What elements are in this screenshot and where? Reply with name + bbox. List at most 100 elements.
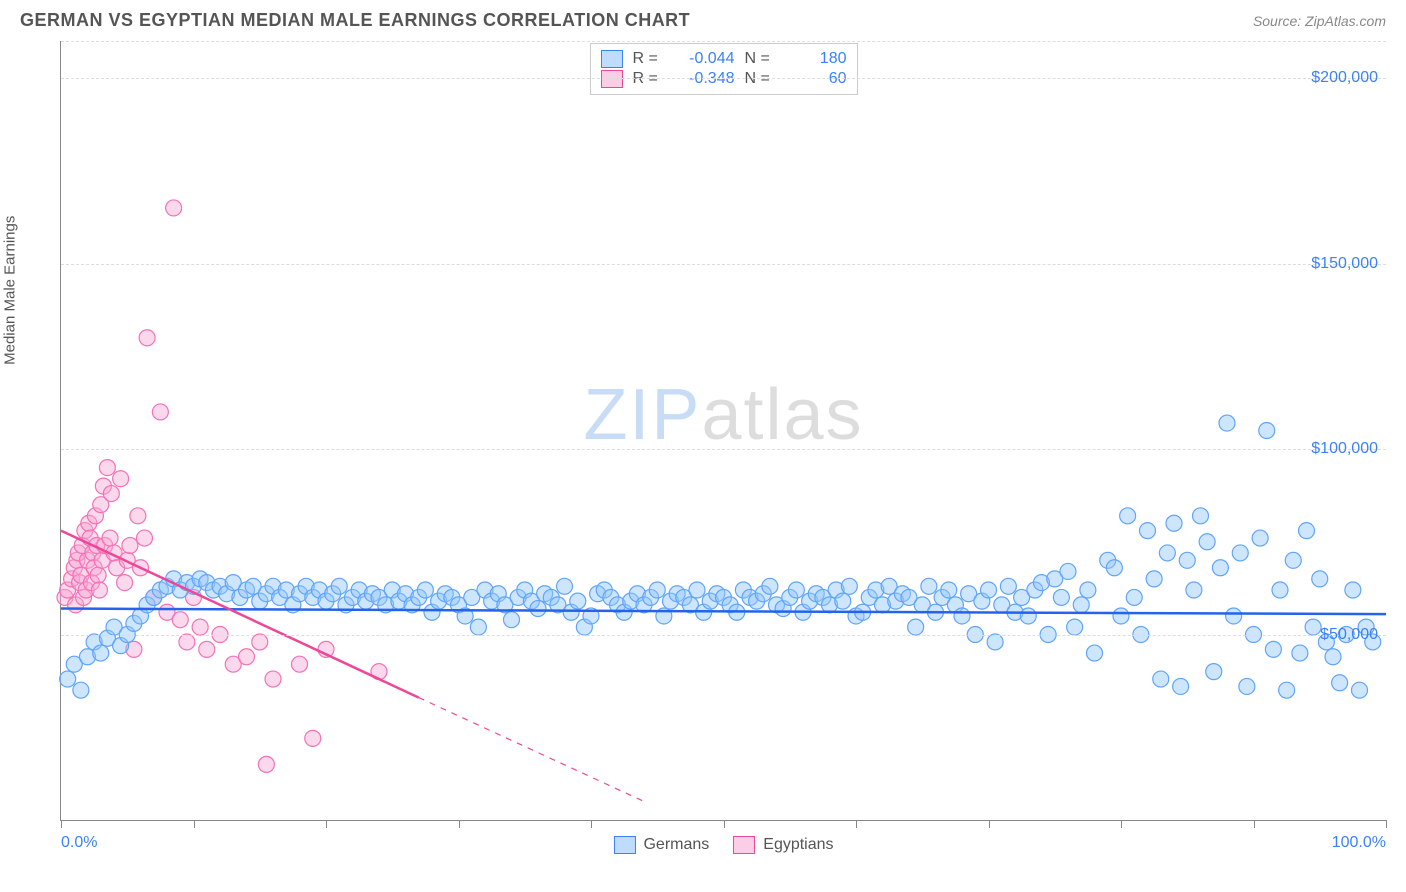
point-germans <box>762 578 778 594</box>
trend-egyptians-solid <box>61 531 419 698</box>
point-germans <box>1265 641 1281 657</box>
point-germans <box>557 578 573 594</box>
xtick <box>591 820 592 828</box>
ytick-label: $200,000 <box>1311 69 1378 87</box>
point-germans <box>1305 619 1321 635</box>
point-germans <box>1020 608 1036 624</box>
point-germans <box>908 619 924 635</box>
point-germans <box>1126 589 1142 605</box>
point-germans <box>1259 423 1275 439</box>
point-germans <box>1146 571 1162 587</box>
point-egyptians <box>91 582 107 598</box>
swatch-germans <box>613 836 635 854</box>
point-egyptians <box>122 537 138 553</box>
point-germans <box>1140 523 1156 539</box>
point-germans <box>841 578 857 594</box>
point-germans <box>1113 608 1129 624</box>
xtick <box>194 820 195 828</box>
point-germans <box>470 619 486 635</box>
point-germans <box>1299 523 1315 539</box>
point-egyptians <box>305 730 321 746</box>
point-germans <box>1272 582 1288 598</box>
xtick <box>989 820 990 828</box>
point-germans <box>981 582 997 598</box>
point-egyptians <box>252 634 268 650</box>
point-germans <box>1239 678 1255 694</box>
point-egyptians <box>117 575 133 591</box>
point-germans <box>1087 645 1103 661</box>
point-germans <box>1285 552 1301 568</box>
point-germans <box>1080 582 1096 598</box>
trend-egyptians-dash <box>419 698 644 802</box>
point-egyptians <box>139 330 155 346</box>
gridline <box>61 635 1386 636</box>
xtick <box>326 820 327 828</box>
swatch-egyptians <box>733 836 755 854</box>
point-germans <box>835 593 851 609</box>
legend-label-egyptians: Egyptians <box>763 836 833 854</box>
xtick <box>61 820 62 828</box>
point-germans <box>1179 552 1195 568</box>
point-germans <box>1312 571 1328 587</box>
ytick-label: $50,000 <box>1320 626 1378 644</box>
xtick <box>1386 820 1387 828</box>
point-germans <box>1232 545 1248 561</box>
point-germans <box>788 582 804 598</box>
point-germans <box>331 578 347 594</box>
point-egyptians <box>258 756 274 772</box>
xtick <box>1254 820 1255 828</box>
scatter-svg <box>61 41 1386 820</box>
point-germans <box>1199 534 1215 550</box>
point-egyptians <box>192 619 208 635</box>
point-egyptians <box>103 486 119 502</box>
point-egyptians <box>99 460 115 476</box>
point-egyptians <box>102 530 118 546</box>
point-egyptians <box>166 200 182 216</box>
point-germans <box>1219 415 1235 431</box>
legend-item-germans: Germans <box>613 836 709 854</box>
gridline <box>61 264 1386 265</box>
point-germans <box>649 582 665 598</box>
point-germans <box>504 612 520 628</box>
xtick <box>856 820 857 828</box>
point-germans <box>1186 582 1202 598</box>
point-germans <box>1073 597 1089 613</box>
point-germans <box>954 608 970 624</box>
point-egyptians <box>113 471 129 487</box>
legend-label-germans: Germans <box>643 836 709 854</box>
point-egyptians <box>239 649 255 665</box>
ytick-label: $100,000 <box>1311 440 1378 458</box>
point-germans <box>60 671 76 687</box>
point-germans <box>570 593 586 609</box>
ytick-label: $150,000 <box>1311 255 1378 273</box>
point-germans <box>941 582 957 598</box>
point-germans <box>1352 682 1368 698</box>
point-germans <box>1000 578 1016 594</box>
xtick <box>724 820 725 828</box>
point-egyptians <box>179 634 195 650</box>
chart-container: Median Male Earnings ZIPatlas R = -0.044… <box>20 41 1386 821</box>
gridline <box>61 41 1386 42</box>
gridline <box>61 449 1386 450</box>
point-germans <box>1067 619 1083 635</box>
point-egyptians <box>152 404 168 420</box>
point-germans <box>1193 508 1209 524</box>
point-germans <box>1206 664 1222 680</box>
point-germans <box>921 578 937 594</box>
point-germans <box>1106 560 1122 576</box>
point-germans <box>987 634 1003 650</box>
xtick-label-left: 0.0% <box>61 834 97 852</box>
point-germans <box>1153 671 1169 687</box>
chart-title: GERMAN VS EGYPTIAN MEDIAN MALE EARNINGS … <box>20 10 690 31</box>
point-germans <box>1173 678 1189 694</box>
plot-area: ZIPatlas R = -0.044 N = 180 R = -0.348 N… <box>60 41 1386 821</box>
point-germans <box>1212 560 1228 576</box>
point-germans <box>689 582 705 598</box>
point-egyptians <box>199 641 215 657</box>
point-egyptians <box>292 656 308 672</box>
xtick-label-right: 100.0% <box>1332 834 1386 852</box>
point-germans <box>417 582 433 598</box>
point-germans <box>1292 645 1308 661</box>
point-germans <box>1252 530 1268 546</box>
point-egyptians <box>265 671 281 687</box>
